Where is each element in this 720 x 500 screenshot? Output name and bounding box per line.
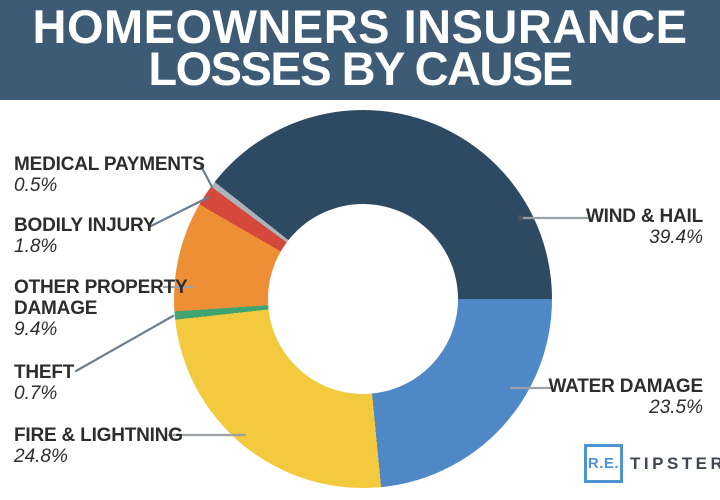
- slice-percent: 1.8%: [14, 236, 58, 257]
- label-bodily-injury: BODILY INJURY 1.8%: [14, 215, 156, 257]
- label-medical-payments: MEDICAL PAYMENTS 0.5%: [14, 154, 205, 196]
- slice-name: FIRE & LIGHTNING: [14, 425, 183, 446]
- slice-percent: 0.5%: [14, 175, 58, 196]
- page-title-line1: HOMEOWNERS INSURANCE: [32, 0, 688, 53]
- label-fire-lightning: FIRE & LIGHTNING 24.8%: [14, 425, 183, 467]
- slice-name: WATER DAMAGE: [548, 376, 703, 397]
- label-wind-hail: WIND & HAIL 39.4%: [586, 206, 703, 248]
- slice-name: BODILY INJURY: [14, 215, 156, 236]
- logo-re-text: R.E.: [587, 455, 620, 472]
- slice-percent: 23.5%: [649, 397, 703, 418]
- slice-name: MEDICAL PAYMENTS: [14, 154, 205, 175]
- slice-name: WIND & HAIL: [585, 206, 703, 227]
- logo-tipster-text: TIPSTER: [630, 453, 720, 473]
- slice-percent: 39.4%: [649, 227, 703, 248]
- page-title-line2: LOSSES BY CAUSE: [148, 42, 573, 95]
- slice-percent: 24.8%: [14, 446, 68, 467]
- logo-re-box: R.E.: [584, 444, 623, 483]
- slice-name: THEFT: [14, 362, 75, 383]
- retipster-logo: R.E. TIPSTER: [584, 444, 720, 483]
- donut-chart-hole: [268, 204, 458, 394]
- label-water-damage: WATER DAMAGE 23.5%: [548, 376, 703, 418]
- slice-percent: 0.7%: [14, 383, 58, 404]
- slice-percent: 9.4%: [14, 319, 58, 340]
- label-theft: THEFT 0.7%: [14, 362, 74, 404]
- title-banner: HOMEOWNERS INSURANCE LOSSES BY CAUSE: [0, 0, 720, 100]
- label-other-property-damage: OTHER PROPERTY DAMAGE 9.4%: [14, 277, 196, 340]
- slice-name: OTHER PROPERTY DAMAGE: [14, 277, 188, 319]
